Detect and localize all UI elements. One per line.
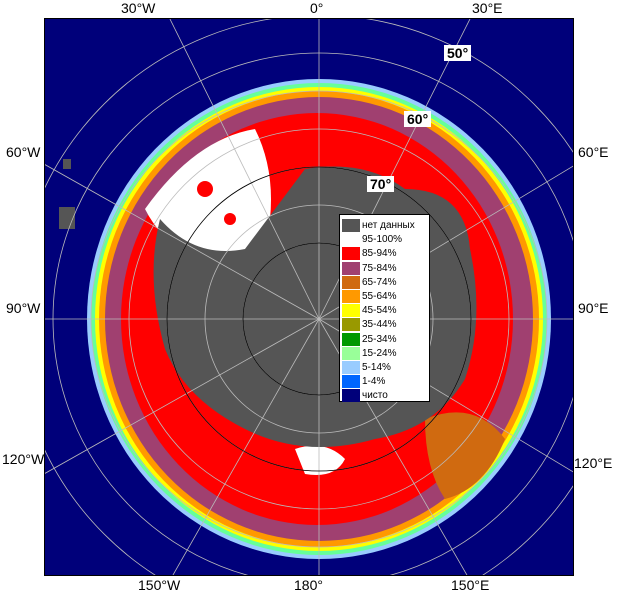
legend-item: 45-54% [342,304,430,318]
legend-item: 95-100% [342,233,430,247]
lat-label-60: 60° [404,111,432,127]
legend-item: 5-14% [342,361,430,375]
lon-label-120e: 120°E [574,455,613,471]
lat-label-50: 50° [444,45,472,61]
lon-label-60w: 60°W [6,144,41,160]
legend-label: 45-54% [362,305,397,317]
legend-swatch [342,375,360,389]
legend-item: 75-84% [342,261,430,276]
legend-label: 35-44% [362,319,397,331]
legend-label: 15-24% [362,347,397,359]
legend-swatch [342,318,360,332]
legend-item: 35-44% [342,318,430,332]
lon-label-180: 180° [294,577,323,593]
ice-95-100-ross [295,445,345,475]
map-canvas [45,19,573,575]
legend-label: 25-34% [362,333,397,345]
legend-label: 1-4% [362,376,386,388]
lon-label-60e: 60°E [578,144,609,160]
sea-ice-map [44,18,574,576]
lon-label-30e: 30°E [472,0,503,16]
legend-label: 5-14% [362,362,391,373]
lon-label-0: 0° [310,0,324,16]
ice-95-100-weddell [145,129,271,269]
lon-label-90e: 90°E [578,300,609,316]
legend-item: 65-74% [342,275,430,290]
legend-label: нет данных [362,220,415,231]
legend-swatch [342,332,360,346]
legend-label: 65-74% [362,276,397,288]
legend-swatch [342,361,360,374]
legend-swatch [342,261,360,275]
legend-swatch [342,233,360,247]
legend-swatch [342,290,360,303]
legend-item: чисто [342,389,430,403]
legend-item: 1-4% [342,375,430,389]
lon-label-30w: 30°W [121,0,156,16]
legend-item: нет данных [342,219,430,233]
legend-swatch [342,219,360,232]
legend-item: 85-94% [342,247,430,261]
land-patch [63,159,71,169]
legend-item: 15-24% [342,346,430,361]
lon-label-150w: 150°W [138,577,181,593]
lon-label-120w: 120°W [2,451,45,467]
legend-label: 95-100% [362,234,403,246]
lon-label-150e: 150°E [451,577,490,593]
legend-label: 85-94% [362,248,397,260]
lat-label-70: 70° [367,176,395,192]
legend-item: 25-34% [342,332,430,347]
legend-swatch [342,346,360,360]
legend-swatch [342,247,360,261]
ice-65-74-patch [425,412,505,499]
legend-item: 55-64% [342,290,430,304]
legend-label: чисто [362,390,388,402]
legend-swatch [342,304,360,318]
legend-swatch [342,389,360,403]
legend-label: 75-84% [362,262,397,274]
legend-swatch [342,275,360,289]
legend: нет данных 95-100% 85-94% 75-84% 65-74% 55-64… [339,214,430,403]
legend-label: 55-64% [362,291,397,302]
lon-label-90w: 90°W [6,300,41,316]
